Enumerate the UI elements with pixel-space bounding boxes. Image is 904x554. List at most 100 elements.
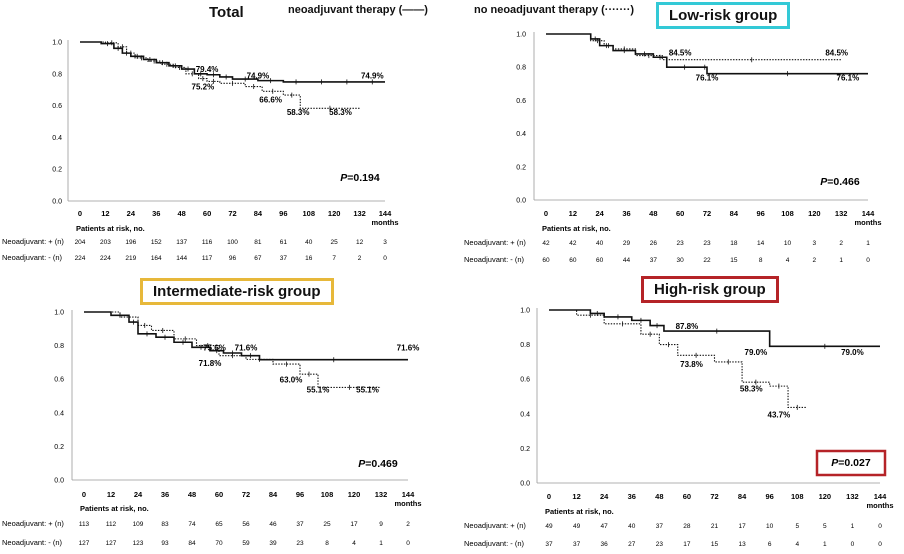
- risk-count: 84: [188, 540, 196, 547]
- risk-count: 37: [280, 255, 288, 262]
- y-tick-label: 1.0: [54, 310, 64, 317]
- p-value: P=0.027: [831, 457, 871, 469]
- risk-count: 18: [730, 240, 738, 247]
- risk-count: 5: [795, 523, 799, 530]
- x-tick-label: 72: [228, 209, 236, 218]
- risk-count: 1: [839, 257, 843, 264]
- risk-count: 117: [202, 255, 213, 262]
- risk-count: 3: [813, 240, 817, 247]
- risk-count: 15: [711, 541, 719, 548]
- y-tick-label: 1.0: [520, 308, 530, 315]
- risk-count: 17: [738, 523, 746, 530]
- x-axis-label: months: [371, 218, 398, 227]
- risk-count: 2: [839, 240, 843, 247]
- x-tick-label: 48: [655, 492, 663, 501]
- risk-count: 1: [851, 523, 855, 530]
- risk-count: 44: [623, 257, 631, 264]
- x-tick-label: 36: [628, 492, 636, 501]
- x-tick-label: 24: [600, 492, 609, 501]
- x-tick-label: 84: [738, 492, 747, 501]
- risk-count: 28: [683, 523, 691, 530]
- risk-table-title: Patients at risk, no.: [542, 224, 611, 233]
- risk-count: 42: [542, 240, 550, 247]
- x-tick-label: 120: [328, 209, 341, 218]
- risk-count: 4: [786, 257, 790, 264]
- risk-count: 0: [383, 255, 387, 262]
- risk-count: 116: [202, 239, 213, 246]
- p-value: P=0.194: [340, 172, 380, 184]
- risk-count: 81: [254, 239, 262, 246]
- risk-count: 2: [358, 255, 362, 262]
- y-tick-label: 0.2: [516, 164, 526, 171]
- risk-table-title: Patients at risk, no.: [76, 224, 145, 233]
- x-tick-label: 0: [78, 209, 82, 218]
- panel-intermediate: [72, 310, 408, 480]
- y-tick-label: 1.0: [52, 40, 62, 47]
- x-tick-label: 24: [134, 490, 143, 499]
- x-tick-label: 108: [781, 209, 794, 218]
- y-tick-label: 0.6: [54, 377, 64, 384]
- risk-count: 37: [656, 523, 664, 530]
- x-tick-label: 120: [819, 492, 832, 501]
- risk-count: 6: [768, 541, 772, 548]
- x-tick-label: 12: [569, 209, 577, 218]
- risk-count: 46: [269, 521, 277, 528]
- survival-annotation: 58.3%: [740, 384, 763, 393]
- survival-annotation: 43.7%: [768, 410, 791, 419]
- risk-count: 100: [227, 239, 238, 246]
- km-curves: 0.00.20.40.60.81.00 12 24 36 48 60 72 84 96 108 12…: [0, 0, 904, 554]
- survival-annotation: 58.3%: [287, 108, 310, 117]
- x-tick-label: 60: [683, 492, 691, 501]
- y-tick-label: 0.8: [520, 342, 530, 349]
- x-tick-label: 96: [279, 209, 287, 218]
- y-tick-label: 0.0: [516, 198, 526, 205]
- survival-annotation: 55.1%: [356, 386, 379, 395]
- x-tick-label: 96: [756, 209, 764, 218]
- risk-count: 0: [878, 541, 882, 548]
- risk-count: 56: [242, 521, 250, 528]
- risk-count: 70: [215, 540, 223, 547]
- risk-count: 25: [331, 239, 339, 246]
- risk-row-label: Neoadjuvant: + (n): [464, 238, 526, 247]
- survival-annotation: 55.1%: [307, 386, 330, 395]
- survival-annotation: 66.6%: [259, 95, 282, 104]
- y-tick-label: 0.0: [52, 199, 62, 206]
- x-tick-label: 120: [808, 209, 821, 218]
- x-tick-label: 72: [242, 490, 250, 499]
- survival-annotation: 74.9%: [247, 72, 270, 81]
- x-tick-label: 144: [402, 490, 415, 499]
- x-tick-label: 144: [862, 209, 875, 218]
- y-tick-label: 0.2: [520, 446, 530, 453]
- y-tick-label: 0.6: [520, 377, 530, 384]
- x-tick-label: 144: [379, 209, 392, 218]
- risk-count: 8: [759, 257, 763, 264]
- risk-count: 8: [325, 540, 329, 547]
- x-tick-label: 60: [676, 209, 684, 218]
- risk-count: 224: [75, 255, 86, 262]
- x-tick-label: 36: [622, 209, 630, 218]
- risk-count: 21: [711, 523, 719, 530]
- p-number: =0.466: [827, 176, 860, 188]
- survival-annotation: 79.0%: [745, 348, 768, 357]
- risk-count: 5: [823, 523, 827, 530]
- panel-low: [534, 32, 868, 200]
- x-tick-label: 0: [544, 209, 548, 218]
- x-tick-label: 120: [348, 490, 361, 499]
- risk-count: 112: [106, 521, 117, 528]
- risk-table-title: Patients at risk, no.: [545, 507, 614, 516]
- x-tick-label: 96: [765, 492, 773, 501]
- curve-neoadjuvant: [80, 42, 385, 82]
- x-tick-label: 60: [215, 490, 223, 499]
- y-tick-label: 0.4: [516, 131, 526, 138]
- survival-annotation: 73.8%: [680, 360, 703, 369]
- risk-count: 83: [161, 521, 169, 528]
- risk-count: 37: [545, 541, 553, 548]
- risk-count: 0: [851, 541, 855, 548]
- risk-count: 4: [795, 541, 799, 548]
- risk-count: 14: [757, 240, 765, 247]
- x-tick-label: 108: [321, 490, 334, 499]
- survival-annotation: 76.1%: [696, 73, 719, 82]
- risk-count: 123: [133, 540, 144, 547]
- risk-count: 36: [601, 541, 609, 548]
- risk-count: 23: [656, 541, 664, 548]
